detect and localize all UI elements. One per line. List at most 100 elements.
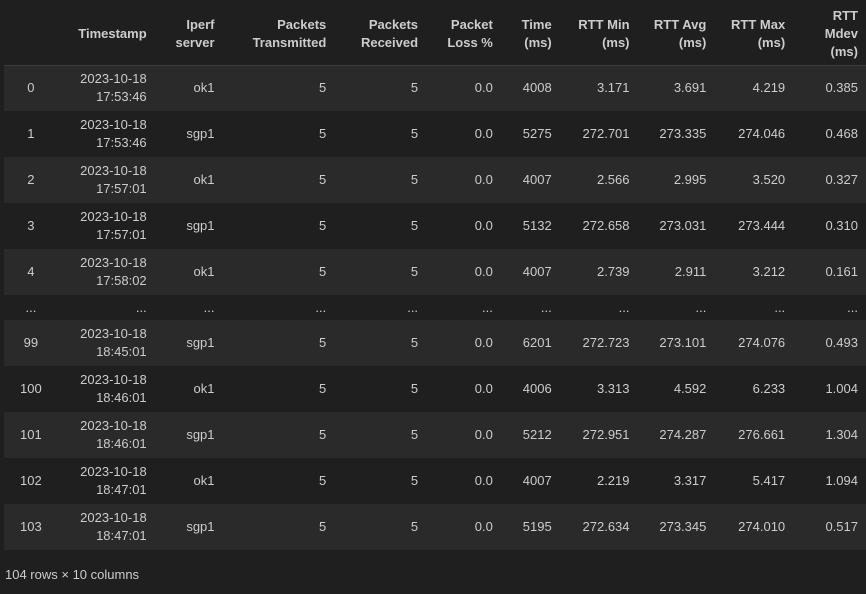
cell-rtt-min: 3.171 — [596, 80, 630, 96]
cell-rtt-min: 272.658 — [582, 218, 630, 233]
column-header-rx: Packets Received — [334, 4, 427, 66]
timestamp-time: 18:45:01 — [96, 344, 147, 359]
cell-rtt-max: 3.520 — [752, 172, 786, 187]
cell-timestamp: ... — [58, 295, 155, 320]
column-header-label: (ms) — [524, 35, 552, 51]
column-header-index — [4, 4, 58, 66]
cell-time: 4007 — [522, 473, 552, 488]
cell-rtt-mdev: 0.327 — [825, 172, 858, 187]
column-header-server: Iperf server — [154, 4, 223, 66]
cell-rtt-avg: 2.911 — [674, 264, 707, 279]
column-header-label: (ms) — [757, 35, 786, 51]
ellipsis-row: ................................. — [4, 295, 866, 320]
cell-time: 6201 — [522, 335, 552, 350]
column-header-label: RTT — [832, 8, 858, 24]
header-row: Timestamp Iperf server Packets Transmitted Pa… — [4, 4, 866, 66]
cell-rx: 5 — [410, 519, 419, 534]
column-header-label: RTT Min — [578, 17, 630, 33]
cell-rtt-mdev: 0.161 — [825, 264, 858, 279]
cell-rtt-max: 4.219 — [752, 80, 786, 96]
timestamp-time: 18:47:01 — [96, 482, 147, 497]
cell-rtt-mdev: 1.094 — [825, 473, 858, 488]
cell-rtt-avg: 274.287 — [659, 427, 707, 442]
row-index: 102 — [20, 473, 42, 488]
cell-rtt-min: 272.701 — [582, 126, 630, 141]
column-header-loss: Packet Loss % — [426, 4, 501, 66]
cell-server: ok1 — [193, 381, 215, 396]
cell-rtt-min: 2.219 — [596, 473, 630, 488]
cell-rtt-avg: 3.691 — [673, 80, 707, 96]
column-header-label: Packet — [450, 17, 493, 33]
cell-rtt-min: 2.566 — [596, 172, 630, 187]
cell-tx: 5 — [319, 473, 327, 488]
cell-timestamp: 2023-10-18 18:47:01 — [58, 504, 155, 550]
cell-rx: 5 — [410, 381, 419, 396]
row-index: 100 — [20, 381, 42, 396]
cell-rtt-min: 272.634 — [582, 519, 630, 534]
cell-loss: 0.0 — [474, 172, 493, 187]
cell-rtt-avg: 273.335 — [659, 126, 707, 141]
row-index: 4 — [27, 264, 35, 279]
cell-rtt-mdev: 0.468 — [825, 126, 858, 141]
cell-rx: ... — [407, 299, 419, 315]
cell-rx: 5 — [410, 218, 419, 233]
cell-rtt-avg: ... — [695, 299, 707, 315]
cell-rtt-mdev: 0.517 — [825, 519, 858, 534]
timestamp-time: 17:57:01 — [96, 181, 147, 196]
cell-time: ... — [540, 299, 552, 315]
cell-server: sgp1 — [186, 335, 215, 350]
timestamp-date: ... — [135, 299, 147, 315]
column-header-timestamp: Timestamp — [57, 4, 155, 66]
cell-timestamp: 2023-10-18 18:45:01 — [58, 320, 155, 366]
cell-loss: 0.0 — [474, 80, 493, 96]
cell-time: 4008 — [522, 80, 552, 96]
dataframe-shape-label: 104 rows × 10 columns — [5, 567, 140, 582]
column-header-label: Mdev — [824, 26, 858, 42]
column-header-label: RTT Avg — [653, 17, 707, 33]
timestamp-time: 17:57:01 — [96, 227, 147, 242]
table-row: 2 2023-10-18 17:57:01 ok1 5 5 0.0 4007 2.566 2.99… — [4, 157, 866, 203]
cell-time: 5275 — [522, 126, 552, 141]
row-index: 103 — [20, 519, 42, 534]
row-index: 3 — [27, 218, 35, 233]
timestamp-date: 2023-10-18 — [80, 117, 147, 132]
cell-tx: 5 — [319, 427, 327, 442]
table-row: 4 2023-10-18 17:58:02 ok1 5 5 0.0 4007 2.739 2.91… — [4, 249, 866, 295]
cell-loss: 0.0 — [474, 427, 493, 442]
timestamp-date: 2023-10-18 — [80, 418, 147, 433]
cell-rtt-min: 272.951 — [582, 427, 630, 442]
cell-time: 5195 — [522, 519, 552, 534]
cell-rtt-mdev: 1.004 — [825, 381, 858, 396]
cell-timestamp: 2023-10-18 17:58:02 — [58, 249, 155, 295]
cell-rtt-mdev: 0.493 — [825, 335, 858, 350]
cell-loss: 0.0 — [474, 218, 493, 233]
cell-rx: 5 — [410, 427, 419, 442]
timestamp-date: 2023-10-18 — [80, 464, 147, 479]
cell-tx: 5 — [319, 126, 327, 141]
column-header-label: Loss % — [447, 35, 493, 51]
cell-rtt-avg: 3.317 — [673, 473, 707, 488]
cell-server: sgp1 — [186, 218, 215, 233]
cell-timestamp: 2023-10-18 17:53:46 — [58, 65, 155, 111]
row-index: 99 — [23, 335, 39, 350]
cell-rtt-min: 2.739 — [596, 264, 630, 279]
timestamp-date: 2023-10-18 — [80, 209, 147, 224]
row-index: 0 — [27, 80, 35, 96]
table-row: 102 2023-10-18 18:47:01 ok1 5 5 0.0 4007 2.219 3.… — [4, 458, 866, 504]
column-header-label: (ms) — [602, 35, 630, 51]
timestamp-date: 2023-10-18 — [80, 326, 147, 341]
column-header-label: RTT Max — [731, 17, 786, 33]
cell-time: 5132 — [522, 218, 552, 233]
cell-rx: 5 — [410, 126, 419, 141]
cell-rtt-max: 274.076 — [738, 335, 786, 350]
column-header-label: (ms) — [830, 44, 858, 60]
row-index: ... — [25, 299, 37, 315]
cell-rx: 5 — [410, 80, 419, 96]
cell-timestamp: 2023-10-18 18:47:01 — [58, 458, 155, 504]
cell-rtt-avg: 4.592 — [673, 381, 707, 396]
table-row: 0 2023-10-18 17:53:46 ok1 5 5 0.0 4008 3.171 3.69… — [4, 65, 866, 111]
timestamp-date: 2023-10-18 — [80, 510, 147, 525]
cell-time: 4006 — [522, 381, 552, 396]
cell-rtt-max: ... — [774, 299, 786, 315]
cell-time: 4007 — [522, 172, 552, 187]
